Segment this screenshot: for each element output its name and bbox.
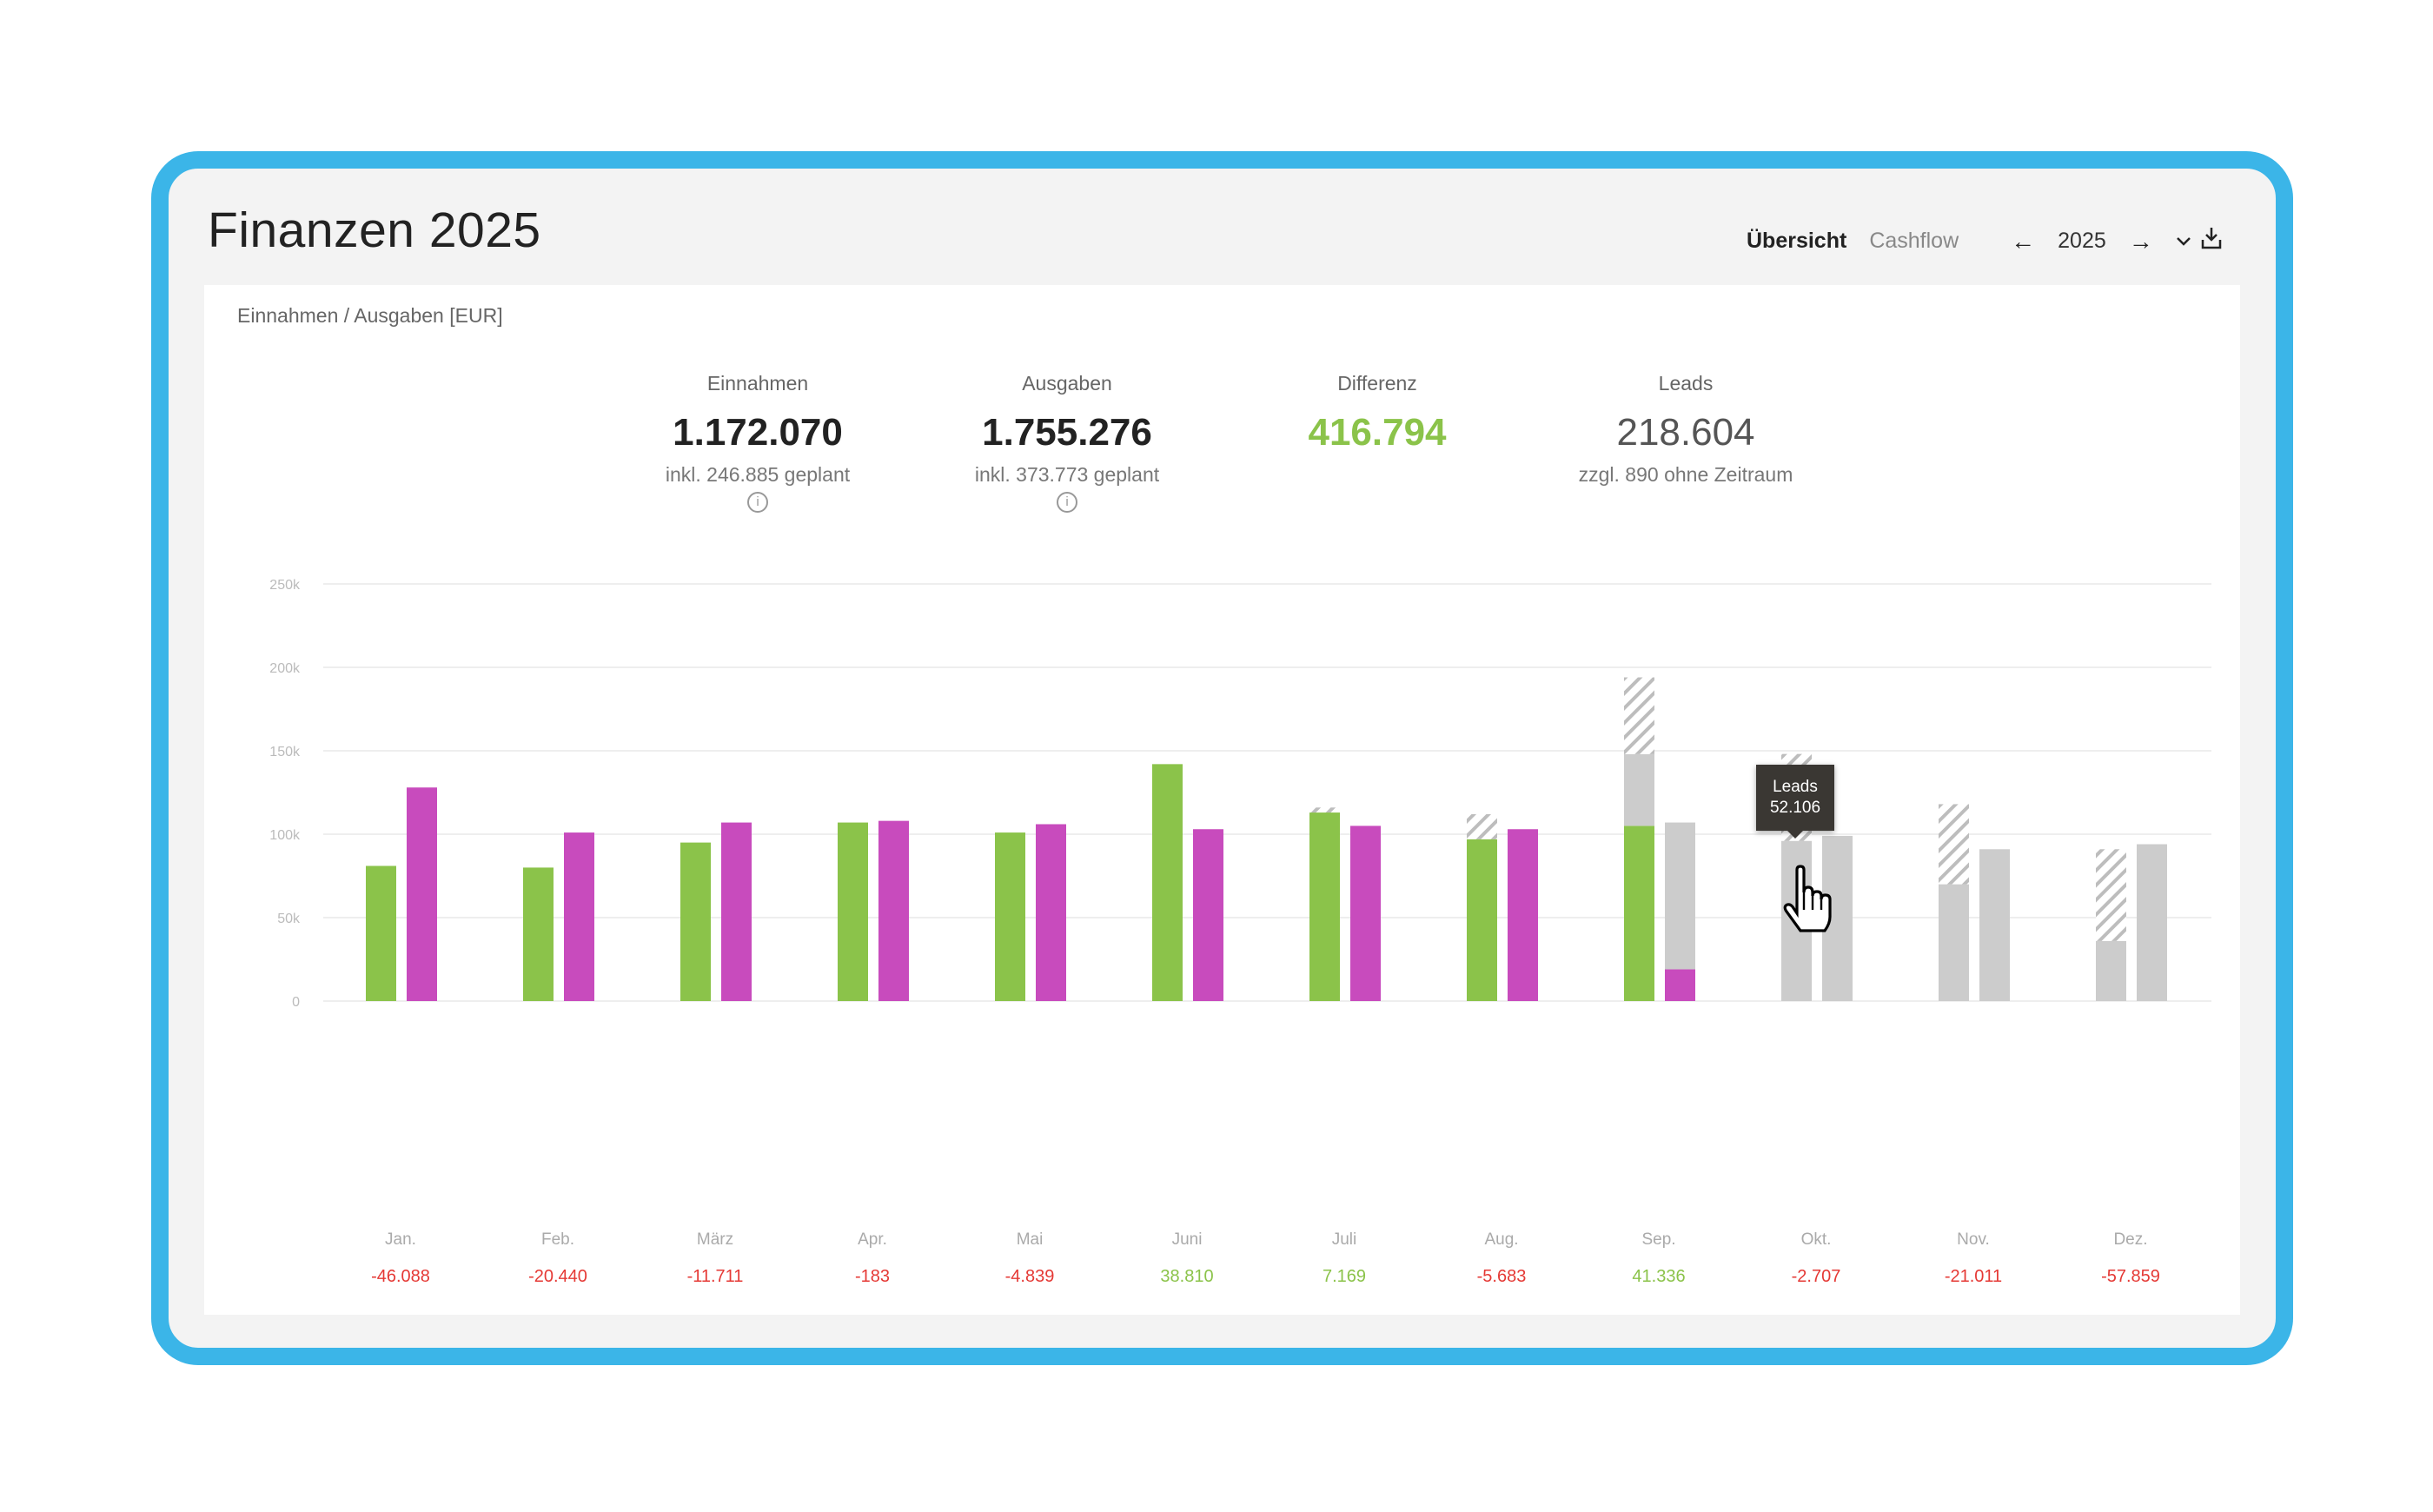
tab-cashflow[interactable]: Cashflow [1869, 229, 1959, 253]
kpi-label: Ausgaben [1022, 372, 1112, 395]
x-tick-label: Okt. [1801, 1230, 1832, 1249]
difference-label: -5.683 [1477, 1267, 1527, 1286]
finance-card [204, 285, 2240, 1315]
difference-label: -183 [855, 1267, 890, 1286]
bar-ausgaben [1193, 829, 1223, 1001]
x-tick-label: Sep. [1641, 1230, 1675, 1249]
kpi-sub: inkl. 373.773 geplant [974, 463, 1160, 486]
x-tick-label: Feb. [541, 1230, 574, 1249]
bar-einnahmen [523, 867, 554, 1001]
kpi-label: Leads [1658, 372, 1714, 395]
hand-cursor-icon [1783, 865, 1832, 932]
bar-einnahmen [680, 842, 711, 1001]
y-tick-label: 250k [269, 578, 301, 593]
difference-label: -21.011 [1945, 1267, 2002, 1286]
difference-label: -11.711 [687, 1267, 744, 1286]
chart-title: Einnahmen / Ausgaben [EUR] [237, 304, 503, 327]
arrow-left-icon[interactable]: ← [2011, 227, 2036, 255]
page-title: Finanzen 2025 [208, 202, 541, 258]
tab-uebersicht[interactable]: Übersicht [1747, 229, 1847, 253]
header-controls: Übersicht Cashflow ← 2025 → [1747, 226, 2245, 256]
x-tick-label: Juni [1172, 1230, 1203, 1249]
y-tick-label: 150k [269, 745, 301, 759]
x-tick-label: Aug. [1484, 1230, 1518, 1249]
bar-ausgaben-geplant [2137, 844, 2167, 1001]
kpi-differenz: Differenz 416.794 [1221, 372, 1534, 454]
difference-label: -57.859 [2101, 1267, 2160, 1286]
bar-leads [2096, 849, 2126, 941]
kpi-leads: Leads 218.604 zzgl. 890 ohne Zeitraum [1529, 372, 1842, 487]
bar-ausgaben [1665, 969, 1695, 1001]
difference-label: -46.088 [371, 1267, 430, 1286]
bar-einnahmen-geplant [2096, 940, 2126, 1001]
bar-einnahmen [1624, 826, 1654, 1001]
bar-ausgaben [1350, 826, 1381, 1001]
kpi-label: Differenz [1337, 372, 1417, 395]
chevron-down-icon[interactable] [2176, 229, 2191, 254]
difference-label: 41.336 [1632, 1267, 1685, 1286]
y-tick-label: 0 [292, 995, 300, 1010]
y-tick-label: 50k [277, 912, 301, 926]
bar-einnahmen-geplant [1939, 884, 1969, 1001]
difference-label: -4.839 [1005, 1267, 1055, 1286]
kpi-value: 416.794 [1308, 411, 1447, 454]
bar-ausgaben [721, 822, 752, 1001]
x-tick-label: Juli [1332, 1230, 1357, 1249]
kpi-value: 1.172.070 [673, 411, 843, 454]
bar-leads [1309, 807, 1340, 813]
bar-leads [1467, 813, 1497, 839]
kpi-ausgaben: Ausgaben 1.755.276 inkl. 373.773 geplant… [911, 372, 1223, 513]
bar-einnahmen [995, 832, 1025, 1001]
bar-ausgaben [1036, 824, 1066, 1001]
bar-leads [1624, 677, 1654, 754]
difference-label: 7.169 [1323, 1267, 1366, 1286]
difference-label: -20.440 [528, 1267, 587, 1286]
download-icon[interactable] [2200, 226, 2223, 256]
kpi-einnahmen: Einnahmen 1.172.070 inkl. 246.885 geplan… [601, 372, 914, 513]
bar-einnahmen [366, 865, 396, 1001]
leads-tooltip: Leads 52.106 [1756, 765, 1834, 839]
bar-leads [1939, 804, 1969, 885]
kpi-label: Einnahmen [706, 372, 809, 395]
kpi-sub: inkl. 246.885 geplant [665, 463, 851, 486]
info-icon[interactable]: i [1057, 492, 1077, 513]
y-tick-label: 100k [269, 828, 301, 843]
bar-ausgaben [1508, 829, 1538, 1001]
x-tick-label: Nov. [1957, 1230, 1990, 1249]
bar-ausgaben [407, 787, 437, 1001]
bar-einnahmen [1152, 764, 1183, 1001]
bar-einnahmen-geplant [1624, 753, 1654, 826]
bar-einnahmen [1309, 812, 1340, 1001]
bar-einnahmen [838, 822, 868, 1001]
difference-label: -2.707 [1792, 1267, 1841, 1286]
kpi-value: 1.755.276 [982, 411, 1152, 454]
x-tick-label: März [697, 1230, 733, 1249]
bar-ausgaben-geplant [1665, 822, 1695, 970]
tooltip-value: 52.106 [1769, 799, 1821, 817]
y-tick-label: 200k [269, 661, 301, 676]
x-tick-label: Mai [1017, 1230, 1044, 1249]
arrow-right-icon[interactable]: → [2128, 227, 2153, 255]
bar-ausgaben-geplant [1979, 849, 2010, 1001]
x-tick-label: Jan. [385, 1230, 416, 1249]
x-tick-label: Apr. [858, 1230, 887, 1249]
bar-ausgaben [564, 832, 594, 1001]
x-tick-label: Dez. [2113, 1230, 2147, 1249]
bar-einnahmen [1467, 839, 1497, 1001]
tooltip-label: Leads [1773, 778, 1818, 796]
kpi-sub: zzgl. 890 ohne Zeitraum [1578, 463, 1793, 486]
info-icon[interactable]: i [747, 492, 768, 513]
kpi-value: 218.604 [1616, 411, 1755, 454]
year-label: 2025 [2058, 229, 2106, 253]
bar-ausgaben [878, 820, 909, 1001]
difference-label: 38.810 [1160, 1267, 1213, 1286]
